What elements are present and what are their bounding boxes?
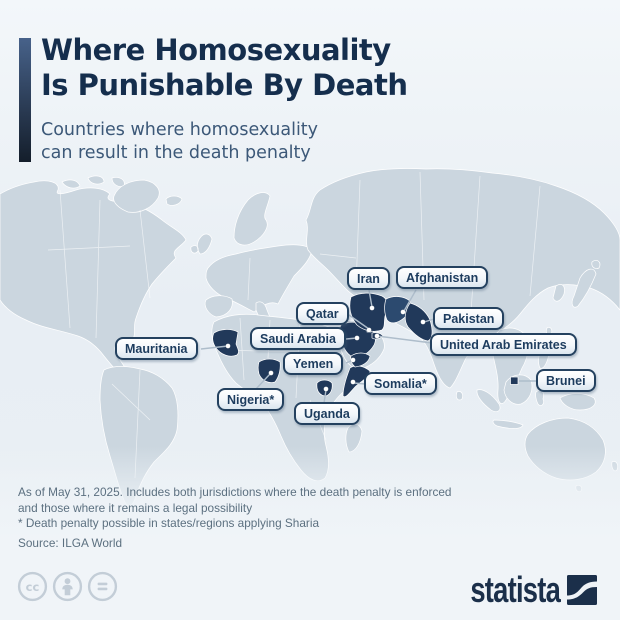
landmass-australia [524, 417, 606, 481]
page-subtitle: Countries where homosexuality can result… [41, 119, 318, 165]
page-title: Where Homosexuality Is Punishable By Dea… [41, 33, 408, 103]
landmass-sri-lanka [456, 391, 463, 401]
title-line-2: Is Punishable By Death [41, 68, 408, 102]
country-label-pakistan: Pakistan [433, 307, 505, 330]
landmass-java [492, 419, 524, 429]
attribution-icon[interactable] [52, 571, 83, 602]
landmass-tasmania [575, 485, 582, 492]
statista-logo[interactable]: statista [442, 569, 597, 611]
country-label-nigeria: Nigeria* [217, 388, 285, 411]
footnote-line-2: and those where it remains a legal possi… [18, 500, 253, 515]
license-icons: cc [17, 571, 118, 602]
footnote: As of May 31, 2025. Includes both jurisd… [18, 485, 451, 532]
country-label-qatar: Qatar [296, 302, 349, 325]
landmass-sumatra [476, 389, 501, 412]
landmass-uk [190, 233, 213, 255]
landmass-new-guinea [559, 393, 596, 411]
svg-text:cc: cc [26, 580, 40, 594]
country-mauritania [212, 329, 239, 357]
title-line-1: Where Homosexuality [41, 33, 391, 67]
footnote-line-3: * Death penalty possible in states/regio… [18, 516, 320, 530]
country-label-brunei: Brunei [536, 369, 596, 392]
country-label-somalia: Somalia* [364, 372, 437, 395]
landmass-arctic-islands [61, 175, 125, 189]
statista-wordmark: statista [470, 569, 560, 610]
country-label-uganda: Uganda [294, 402, 360, 425]
country-label-iran: Iran [347, 267, 390, 290]
landmass-sulawesi [535, 390, 544, 406]
country-brunei-marker [510, 376, 519, 385]
country-label-afghanistan: Afghanistan [396, 266, 489, 289]
landmass-iberia [204, 295, 233, 318]
country-label-yemen: Yemen [283, 352, 344, 375]
landmass-korea [552, 284, 565, 302]
landmass-madagascar [345, 423, 363, 453]
subtitle-line-1: Countries where homosexuality [41, 120, 319, 140]
footnote-line-1: As of May 31, 2025. Includes both jurisd… [18, 485, 452, 499]
country-label-united-arab-emirates: United Arab Emirates [430, 333, 577, 356]
subtitle-line-2: can result in the death penalty [41, 143, 311, 163]
country-label-saudi-arabia: Saudi Arabia [250, 327, 346, 350]
cc-license-icon[interactable]: cc [17, 571, 48, 602]
landmass-iceland [165, 195, 183, 206]
country-label-mauritania: Mauritania [115, 337, 198, 360]
landmass-new-zealand [611, 461, 618, 472]
title-accent-bar [19, 38, 31, 162]
no-derivatives-icon[interactable] [87, 571, 118, 602]
source-line: Source: ILGA World [18, 536, 123, 550]
statista-swoosh-icon [567, 575, 597, 605]
landmass-scandinavia [233, 192, 271, 246]
